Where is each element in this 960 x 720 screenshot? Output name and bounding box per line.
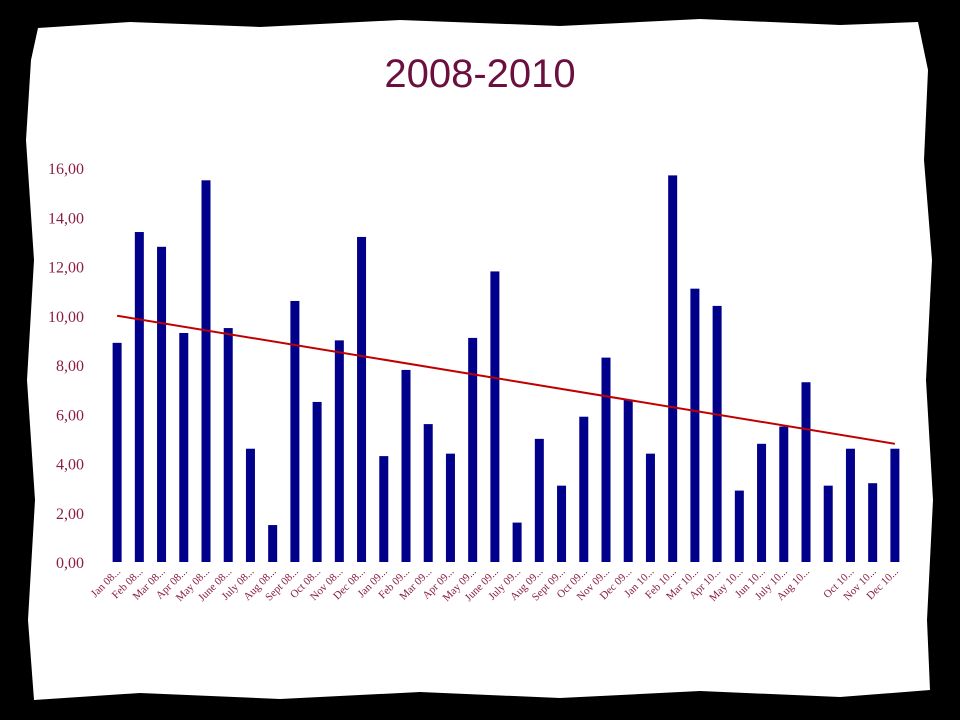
y-tick-label: 2,00 xyxy=(56,506,84,523)
bar xyxy=(512,522,522,562)
bar xyxy=(668,175,678,562)
bar xyxy=(379,456,389,562)
bar xyxy=(890,448,900,562)
bar xyxy=(245,448,255,562)
bar xyxy=(134,232,144,562)
bar xyxy=(290,300,300,562)
bar xyxy=(468,337,478,562)
bar xyxy=(312,401,322,562)
bar xyxy=(445,453,455,562)
bar xyxy=(401,369,411,562)
y-tick-label: 0,00 xyxy=(56,555,84,572)
bar xyxy=(579,416,589,562)
bar xyxy=(868,483,878,562)
bar xyxy=(601,357,611,562)
bar xyxy=(334,340,344,562)
bar xyxy=(823,485,833,562)
trendline xyxy=(116,314,896,445)
y-tick-label: 16,00 xyxy=(48,161,84,178)
bar xyxy=(801,382,811,562)
bar xyxy=(357,236,367,562)
y-tick-label: 10,00 xyxy=(48,309,84,326)
y-tick-label: 14,00 xyxy=(48,210,84,227)
y-tick-label: 12,00 xyxy=(48,260,84,277)
bar xyxy=(223,328,233,562)
bar xyxy=(157,246,167,563)
bar xyxy=(712,305,722,562)
bar xyxy=(534,438,544,562)
bar xyxy=(845,448,855,562)
y-tick-label: 4,00 xyxy=(56,457,84,474)
bar xyxy=(734,490,744,562)
bar xyxy=(757,443,767,562)
y-tick-label: 8,00 xyxy=(56,358,84,375)
bar xyxy=(690,288,700,562)
bar xyxy=(268,525,278,562)
bar xyxy=(423,424,433,562)
chart-title: 2008-2010 xyxy=(384,52,576,96)
bar xyxy=(201,180,211,562)
bar xyxy=(490,271,500,562)
bar xyxy=(112,342,122,562)
bar xyxy=(557,485,567,562)
bar xyxy=(623,399,633,562)
bar xyxy=(645,453,655,562)
bar xyxy=(179,332,189,562)
y-tick-label: 6,00 xyxy=(56,407,84,424)
bar xyxy=(779,426,789,562)
